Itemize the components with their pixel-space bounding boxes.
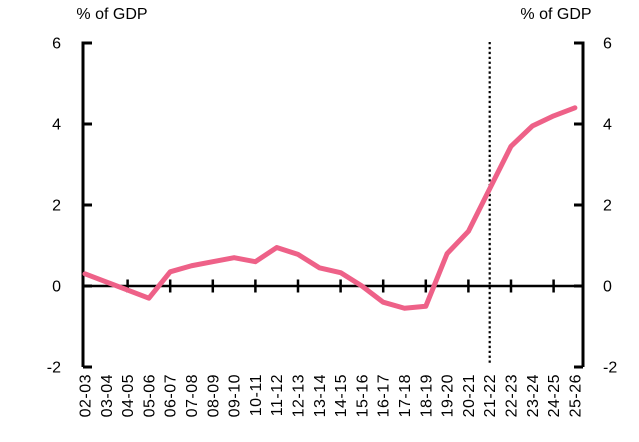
x-axis-label: 19-20 bbox=[440, 374, 457, 417]
x-axis-label: 10-11 bbox=[248, 374, 265, 416]
x-axis-label: 12-13 bbox=[291, 374, 308, 417]
x-axis-label: 07-08 bbox=[184, 374, 201, 417]
x-axis-label: 02-03 bbox=[78, 374, 95, 417]
x-axis-label: 16-17 bbox=[376, 374, 393, 417]
y-axis-label-left: 6 bbox=[52, 36, 61, 53]
y-axis-label-right: 6 bbox=[603, 36, 612, 53]
x-axis-label: 21-22 bbox=[482, 374, 499, 417]
data-line-budget-balance-pct-gdp bbox=[82, 105, 578, 311]
y-axis-label-right: -2 bbox=[603, 360, 617, 377]
x-axis-label: 23-24 bbox=[525, 374, 542, 417]
y-axis-label-right: 2 bbox=[603, 198, 612, 215]
y-axis-label-left: 0 bbox=[52, 279, 61, 296]
x-axis-label: 18-19 bbox=[418, 374, 435, 417]
x-axis-label: 22-23 bbox=[504, 374, 521, 417]
x-axis-label: 03-04 bbox=[99, 374, 116, 417]
y-axis-label-left: -2 bbox=[47, 360, 61, 377]
left-axis-title: % of GDP bbox=[76, 6, 148, 23]
x-axis-label: 14-15 bbox=[333, 374, 350, 417]
x-axis-label: 20-21 bbox=[461, 374, 478, 417]
y-axis-label-left: 4 bbox=[52, 117, 61, 134]
y-axis-label-right: 4 bbox=[603, 117, 612, 134]
x-axis-label: 05-06 bbox=[141, 374, 158, 417]
right-axis-title: % of GDP bbox=[520, 6, 592, 23]
x-axis-label: 06-07 bbox=[163, 374, 180, 417]
y-axis-label-left: 2 bbox=[52, 198, 61, 215]
y-axis-label-right: 0 bbox=[603, 279, 612, 296]
x-axis-label: 09-10 bbox=[227, 374, 244, 417]
x-axis-label: 08-09 bbox=[205, 374, 222, 417]
x-axis-label: 25-26 bbox=[567, 374, 584, 417]
x-axis-label: 17-18 bbox=[397, 374, 414, 417]
x-axis-label: 11-12 bbox=[269, 374, 286, 416]
x-axis-label: 04-05 bbox=[120, 374, 137, 417]
x-axis-label: 15-16 bbox=[354, 374, 371, 417]
x-axis-label: 13-14 bbox=[312, 374, 329, 417]
x-axis-label: 24-25 bbox=[546, 374, 563, 417]
